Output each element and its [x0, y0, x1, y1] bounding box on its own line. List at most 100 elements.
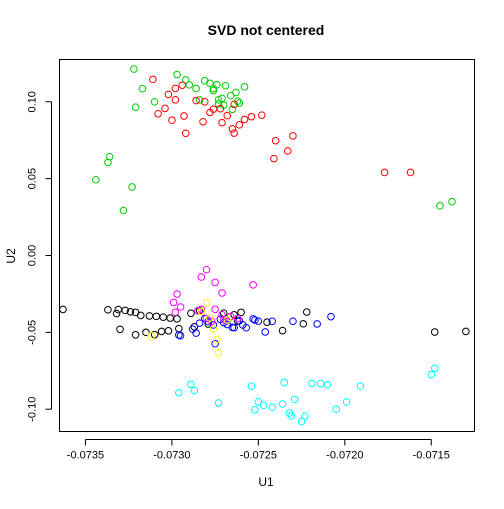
data-point: [216, 104, 225, 113]
data-point: [192, 329, 200, 337]
data-point: [230, 323, 238, 332]
data-point: [164, 327, 173, 335]
data-point: [218, 289, 226, 297]
x-tick-label: -0.0725: [240, 450, 277, 462]
data-point: [168, 116, 176, 125]
data-point: [247, 382, 256, 390]
data-point: [380, 168, 389, 177]
data-point: [171, 308, 180, 317]
data-point: [206, 79, 214, 88]
data-point: [178, 81, 187, 89]
data-point: [332, 405, 340, 414]
data-point: [254, 398, 263, 406]
data-point: [228, 105, 237, 114]
data-point: [180, 112, 188, 120]
data-point: [209, 325, 218, 333]
data-point: [112, 309, 121, 318]
data-point: [214, 95, 223, 104]
data-point: [187, 380, 195, 389]
data-point: [145, 312, 154, 320]
data-point: [436, 202, 444, 210]
data-point: [206, 314, 214, 322]
data-point: [161, 104, 169, 113]
data-points: [59, 65, 470, 426]
data-point: [278, 326, 287, 335]
data-point: [233, 314, 242, 323]
data-point: [136, 311, 145, 320]
x-tick-label: -0.0715: [413, 450, 450, 462]
data-point: [130, 65, 138, 73]
data-point: [202, 314, 211, 323]
data-point: [197, 273, 206, 281]
chart-title: SVD not centered: [208, 22, 325, 38]
data-point: [197, 305, 206, 314]
data-point: [149, 75, 157, 84]
data-point: [261, 328, 270, 336]
data-point: [313, 320, 321, 328]
data-point: [176, 303, 185, 311]
data-point: [166, 314, 174, 322]
data-point: [171, 95, 180, 104]
data-point: [278, 400, 287, 408]
data-point: [92, 175, 100, 184]
data-point: [190, 386, 199, 395]
data-point: [316, 379, 325, 388]
data-point: [104, 158, 112, 167]
x-axis-label: U1: [258, 475, 274, 489]
data-point: [195, 96, 204, 104]
data-point: [301, 412, 309, 420]
data-point: [197, 307, 206, 316]
data-point: [211, 339, 219, 348]
data-point: [287, 412, 296, 420]
data-point: [270, 154, 278, 163]
data-point: [173, 290, 181, 298]
data-point: [173, 70, 181, 79]
data-point: [221, 81, 230, 90]
data-point: [154, 109, 162, 118]
data-point: [211, 278, 219, 287]
data-point: [138, 84, 147, 93]
data-point: [223, 111, 232, 120]
data-point: [254, 317, 263, 325]
data-point: [218, 118, 226, 127]
data-point: [259, 401, 268, 410]
data-point: [187, 309, 195, 318]
y-tick-label: 0.10: [27, 91, 39, 112]
data-point: [268, 317, 276, 326]
data-point: [150, 97, 159, 106]
data-point: [308, 379, 316, 388]
data-point: [211, 305, 219, 314]
data-point: [240, 83, 249, 91]
data-point: [237, 308, 245, 317]
data-point: [356, 382, 365, 390]
y-tick-label: -0.05: [27, 320, 39, 345]
data-point: [119, 206, 128, 215]
data-point: [289, 132, 297, 140]
data-point: [195, 319, 204, 327]
data-point: [157, 327, 166, 336]
data-point: [152, 312, 161, 321]
data-point: [430, 364, 439, 373]
data-point: [213, 80, 221, 89]
data-point: [290, 395, 299, 404]
data-point: [251, 316, 259, 324]
data-point: [202, 265, 211, 274]
data-point: [175, 388, 183, 397]
data-point: [448, 197, 456, 206]
y-tick-label: 0.00: [27, 245, 39, 266]
data-point: [202, 299, 211, 307]
data-point: [194, 307, 202, 315]
data-point: [185, 81, 193, 89]
data-point: [175, 331, 183, 339]
data-point: [128, 183, 136, 191]
data-point: [462, 327, 470, 336]
data-point: [230, 129, 238, 137]
x-tick-label: -0.0720: [326, 450, 363, 462]
data-point: [181, 76, 190, 84]
y-axis: -0.10 -0.05 0.00 0.05 0.10: [27, 91, 52, 422]
data-point: [238, 321, 247, 329]
data-point: [232, 88, 240, 97]
data-point: [200, 97, 209, 106]
data-point: [192, 84, 200, 93]
